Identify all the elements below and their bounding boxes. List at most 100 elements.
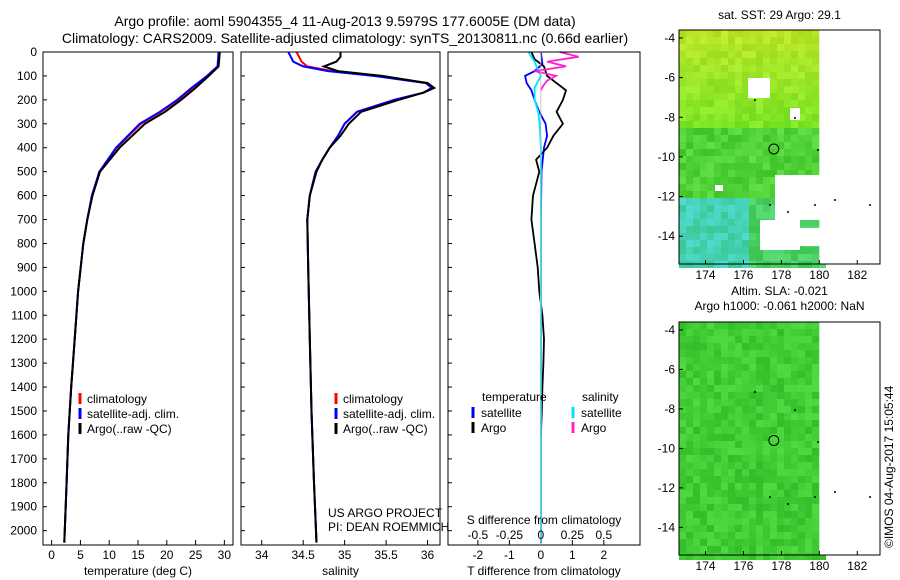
map-cell	[805, 420, 812, 427]
map-cell	[791, 532, 798, 539]
map-cell	[714, 553, 721, 560]
depth-tick-label: 1300	[10, 356, 37, 370]
map-cell	[770, 364, 777, 371]
map-cell	[707, 448, 714, 455]
map-cell	[805, 37, 812, 44]
depth-tick-label: 1400	[10, 380, 37, 394]
map-cell	[707, 163, 714, 170]
map-cell	[791, 385, 798, 392]
map-cell	[700, 385, 707, 392]
map-cell	[686, 212, 693, 219]
map-cell	[707, 350, 714, 357]
map-cell	[700, 420, 707, 427]
map-cell	[700, 219, 707, 226]
map-cell	[749, 170, 756, 177]
map-cell	[735, 37, 742, 44]
map-cell	[770, 336, 777, 343]
map-cell	[798, 441, 805, 448]
map-cell	[707, 121, 714, 128]
map-cell	[686, 476, 693, 483]
map-cell	[749, 420, 756, 427]
map-cell	[784, 93, 791, 100]
map-cell	[679, 371, 686, 378]
map-cell	[763, 413, 770, 420]
map-cell	[798, 79, 805, 86]
map-cell	[756, 37, 763, 44]
map-cell	[770, 378, 777, 385]
map-cell	[728, 364, 735, 371]
map-cell	[693, 336, 700, 343]
map-cell	[721, 240, 728, 247]
map-cell	[784, 142, 791, 149]
map-cell	[749, 455, 756, 462]
map-cell	[798, 539, 805, 546]
map-cell	[714, 441, 721, 448]
map-cell	[777, 504, 784, 511]
map-cell	[805, 357, 812, 364]
map-cell	[805, 497, 812, 504]
map-cell	[791, 72, 798, 79]
map-cell	[798, 343, 805, 350]
map-cell	[749, 518, 756, 525]
map-cell	[714, 79, 721, 86]
map-cell	[700, 469, 707, 476]
map-cell	[679, 329, 686, 336]
map-cell	[756, 336, 763, 343]
map-cell	[770, 142, 777, 149]
map-cell	[798, 149, 805, 156]
map-cell	[742, 343, 749, 350]
map-cell	[707, 100, 714, 107]
map-cell	[714, 177, 721, 184]
map-cell	[700, 462, 707, 469]
map-cell	[763, 247, 770, 254]
depth-tick-label: 0	[30, 45, 37, 59]
map-cell	[742, 371, 749, 378]
map-cell	[686, 329, 693, 336]
map-cell	[777, 79, 784, 86]
island-dot	[787, 211, 789, 213]
map-cell	[805, 476, 812, 483]
map-cell	[693, 149, 700, 156]
map-cell	[700, 413, 707, 420]
map-cell	[770, 191, 777, 198]
map-cell	[714, 490, 721, 497]
map-cell	[777, 44, 784, 51]
map-cell	[728, 546, 735, 553]
map-cell	[798, 128, 805, 135]
map-cell	[707, 399, 714, 406]
map-cell	[798, 254, 805, 261]
map-cell	[770, 413, 777, 420]
map-cell	[714, 247, 721, 254]
map-cell	[686, 135, 693, 142]
map-cell	[700, 371, 707, 378]
map-cell	[735, 30, 742, 37]
map-cell	[728, 135, 735, 142]
map-cell	[763, 51, 770, 58]
map-cell	[777, 322, 784, 329]
map-cell	[735, 170, 742, 177]
map-cell	[763, 65, 770, 72]
map-cell	[742, 322, 749, 329]
map-cell	[791, 392, 798, 399]
map-cell	[700, 72, 707, 79]
map-cell	[700, 343, 707, 350]
map-cell	[693, 142, 700, 149]
map-cell	[714, 107, 721, 114]
map-cell	[742, 532, 749, 539]
s-diff-tick-label: 0.5	[595, 528, 612, 542]
map-cell	[686, 462, 693, 469]
map-cell	[693, 490, 700, 497]
map-cell	[707, 198, 714, 205]
map-cell	[728, 72, 735, 79]
map-cell	[700, 525, 707, 532]
map-cell	[679, 357, 686, 364]
map-cell	[679, 128, 686, 135]
map-y-tick-label: -12	[658, 481, 676, 495]
map-cell	[714, 93, 721, 100]
map-cell	[728, 163, 735, 170]
map-cell	[686, 350, 693, 357]
map-cell	[707, 420, 714, 427]
map-cell	[693, 107, 700, 114]
map-cell	[707, 212, 714, 219]
map-cell	[777, 135, 784, 142]
